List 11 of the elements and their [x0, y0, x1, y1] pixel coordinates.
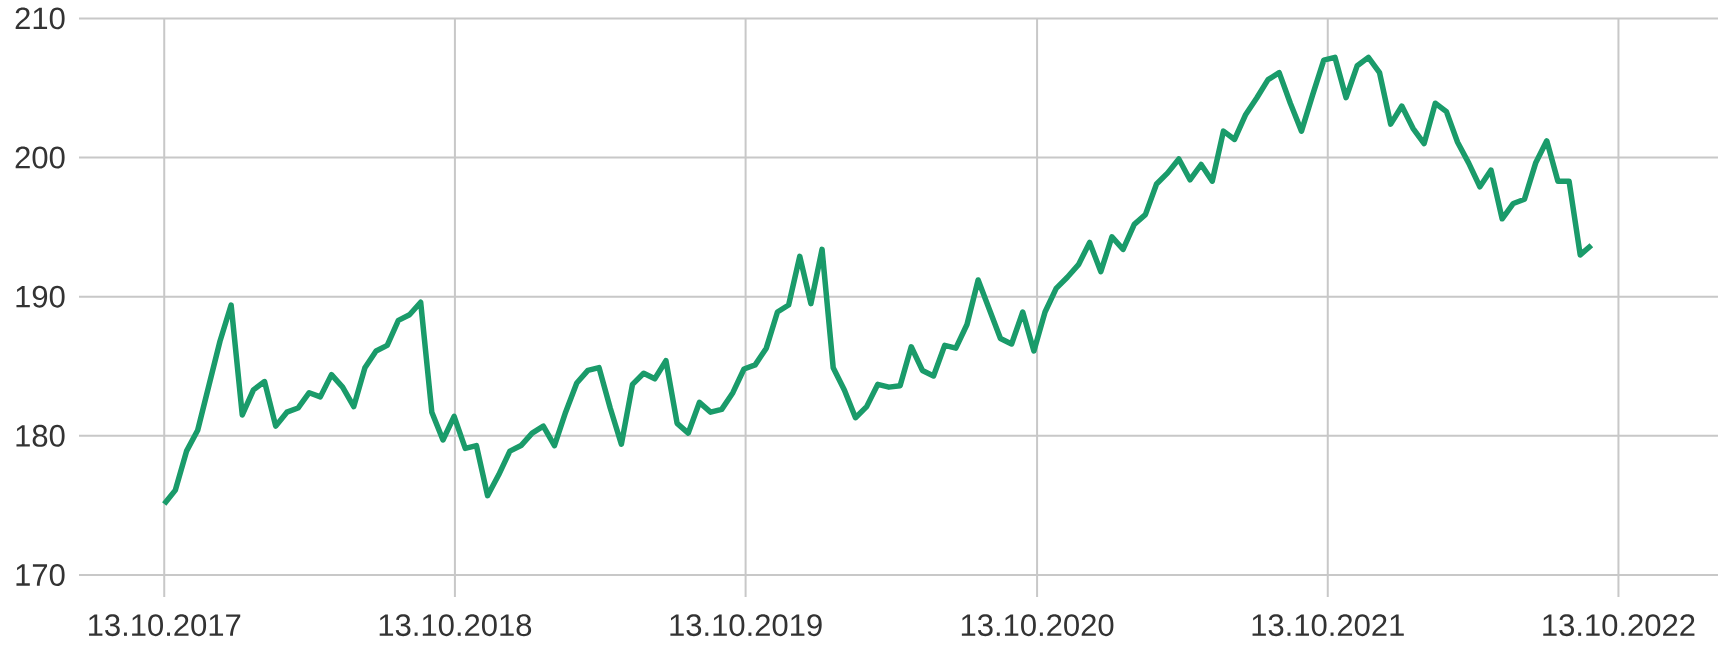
- y-tick-label: 190: [16, 285, 65, 308]
- y-tick-label: 180: [16, 424, 65, 447]
- y-tick-label: 200: [15, 146, 65, 169]
- y-tick-label: 210: [15, 7, 65, 30]
- x-tick-label: 13.10.2020: [961, 614, 1114, 637]
- x-tick-label: 13.10.2019: [670, 614, 822, 637]
- y-tick-label: 170: [16, 564, 65, 586]
- x-tick-label: 13.10.2022: [1543, 614, 1695, 637]
- x-tick-label: 13.10.2021: [1252, 614, 1404, 637]
- x-tick-label: 13.10.2018: [379, 614, 532, 637]
- x-tick-label: 13.10.2017: [89, 614, 241, 637]
